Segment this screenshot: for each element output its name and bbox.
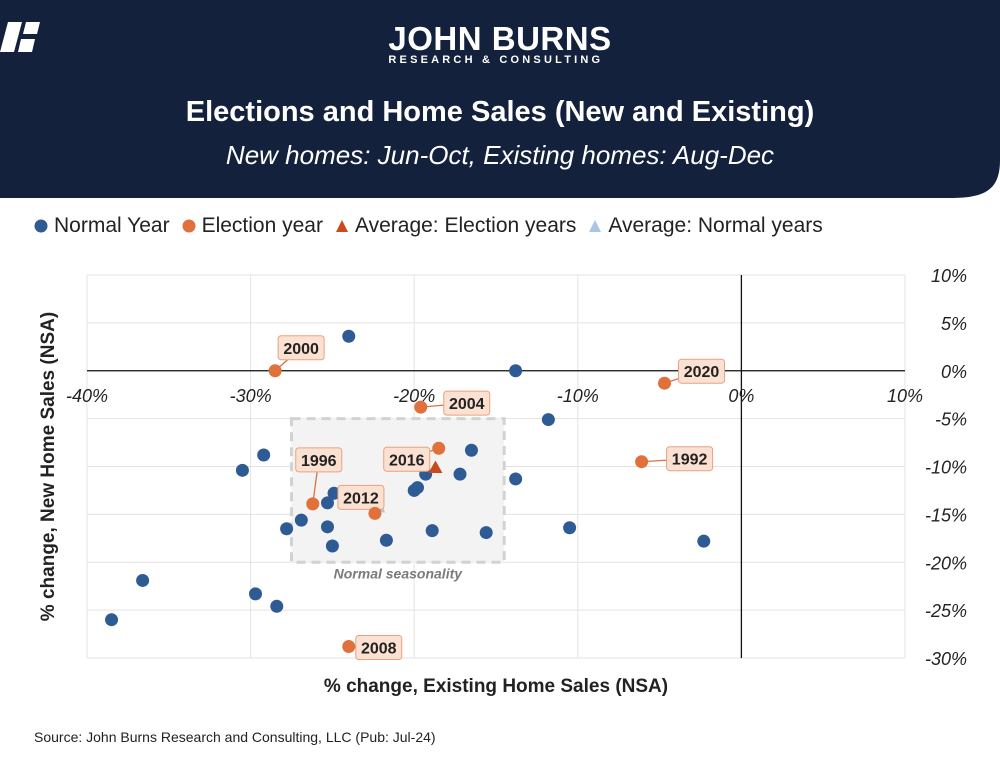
normal-year-point bbox=[410, 481, 424, 495]
year-callout-label: 1996 bbox=[301, 453, 337, 470]
source-note: Source: John Burns Research and Consulti… bbox=[34, 729, 436, 745]
y-axis-title: % change, New Home Sales (NSA) bbox=[38, 312, 59, 621]
year-callout-box bbox=[443, 390, 491, 416]
y-tick-label: -25% bbox=[925, 601, 967, 621]
year-callout-box bbox=[666, 446, 714, 472]
normal-year-point bbox=[327, 486, 341, 500]
normal-year-point bbox=[425, 524, 439, 538]
normal-year-point bbox=[342, 329, 356, 343]
year-callout-label: 2016 bbox=[389, 452, 425, 469]
normal-year-point bbox=[453, 467, 467, 481]
header-banner: JOHN BURNS RESEARCH & CONSULTING Electio… bbox=[0, 0, 1000, 198]
header-background bbox=[0, 0, 1000, 198]
election-year-point bbox=[342, 640, 356, 654]
normal-year-point bbox=[479, 526, 493, 540]
normal-year-point bbox=[325, 539, 339, 553]
normal-year-point bbox=[270, 599, 284, 613]
legend-item-average-normal: Average: Normal years bbox=[588, 214, 823, 238]
legend-label: Election year bbox=[201, 214, 323, 237]
normal-year-point bbox=[280, 522, 294, 536]
legend-item-election-year: Election year bbox=[182, 214, 323, 238]
scatter-chart: Normal seasonality -40% -30% -20% -10% 0% 10% 1… bbox=[38, 266, 967, 697]
chart-title: Elections and Home Sales (New and Existi… bbox=[185, 96, 815, 128]
y-tick-label: -15% bbox=[925, 505, 967, 525]
normal-year-point bbox=[257, 448, 271, 462]
chart-subtitle: New homes: Jun-Oct, Existing homes: Aug-… bbox=[225, 140, 775, 170]
legend-label: Normal Year bbox=[54, 214, 170, 237]
year-callout-label: 2008 bbox=[361, 641, 397, 658]
normal-year-point bbox=[294, 513, 308, 527]
y-tick-label: -20% bbox=[925, 553, 967, 573]
normal-year-point bbox=[320, 520, 334, 534]
legend-item-normal-year: Normal Year bbox=[34, 214, 170, 238]
normal-year-point bbox=[249, 587, 263, 601]
legend-label: Average: Normal years bbox=[608, 214, 823, 237]
average-election-point bbox=[428, 460, 443, 474]
normal-year-point bbox=[105, 613, 119, 627]
election-year-point bbox=[432, 441, 446, 455]
legend-item-average-election: Average: Election years bbox=[335, 214, 576, 238]
x-tick-label: -10% bbox=[557, 386, 599, 406]
year-callout-label: 2000 bbox=[283, 341, 319, 358]
y-tick-label: -5% bbox=[935, 410, 967, 430]
year-callout-label: 2004 bbox=[449, 396, 485, 413]
circle-marker-icon bbox=[182, 219, 196, 233]
x-tick-label: 0% bbox=[728, 386, 754, 406]
brand-tagline: RESEARCH & CONSULTING bbox=[388, 54, 604, 66]
brand-logo: JOHN BURNS RESEARCH & CONSULTING bbox=[0, 22, 1000, 66]
y-tick-label: 5% bbox=[941, 314, 967, 334]
election-year-point bbox=[368, 506, 382, 520]
brand-mark-icon bbox=[0, 22, 40, 52]
normal-seasonality-box bbox=[290, 417, 506, 564]
y-tick-label: -10% bbox=[925, 458, 967, 478]
x-tick-label: -40% bbox=[66, 386, 108, 406]
year-callout-label: 2020 bbox=[684, 364, 720, 381]
legend: Normal Year Election year Average: Elect… bbox=[34, 214, 835, 238]
triangle-marker-icon bbox=[589, 220, 602, 232]
year-callout-box bbox=[277, 335, 325, 361]
year-callout-box bbox=[295, 447, 343, 473]
normal-year-point bbox=[320, 496, 334, 510]
year-callout-box bbox=[678, 358, 726, 384]
legend-label: Average: Election years bbox=[354, 214, 577, 237]
normal-year-point bbox=[563, 521, 577, 535]
year-callout-label: 2012 bbox=[343, 490, 379, 507]
annotation-label: Normal seasonality bbox=[334, 565, 464, 581]
normal-year-point bbox=[464, 443, 478, 457]
normal-year-point bbox=[541, 413, 555, 427]
y-tick-label: 10% bbox=[931, 266, 967, 286]
x-tick-label: -30% bbox=[230, 386, 272, 406]
normal-year-point bbox=[697, 534, 711, 548]
brand-name: JOHN BURNS bbox=[388, 20, 612, 57]
normal-year-point bbox=[509, 364, 523, 378]
y-tick-label: -30% bbox=[925, 649, 967, 669]
x-axis-title: % change, Existing Home Sales (NSA) bbox=[324, 676, 668, 697]
year-callout-box bbox=[383, 446, 431, 472]
x-tick-label: 10% bbox=[887, 386, 923, 406]
year-callout-label: 1992 bbox=[672, 452, 708, 469]
election-year-point bbox=[658, 376, 672, 390]
election-year-point bbox=[268, 364, 282, 378]
election-year-point bbox=[414, 400, 428, 414]
normal-year-point bbox=[509, 472, 523, 486]
election-year-point bbox=[635, 455, 649, 469]
normal-year-point bbox=[379, 533, 393, 547]
year-callout-box bbox=[355, 635, 403, 661]
normal-year-point bbox=[235, 463, 249, 477]
y-tick-label: 0% bbox=[941, 362, 967, 382]
normal-year-point bbox=[136, 573, 150, 587]
circle-marker-icon bbox=[34, 219, 48, 233]
triangle-marker-icon bbox=[335, 220, 348, 232]
x-tick-label: -20% bbox=[393, 386, 435, 406]
year-callout-box bbox=[337, 484, 385, 510]
election-year-point bbox=[306, 497, 320, 511]
